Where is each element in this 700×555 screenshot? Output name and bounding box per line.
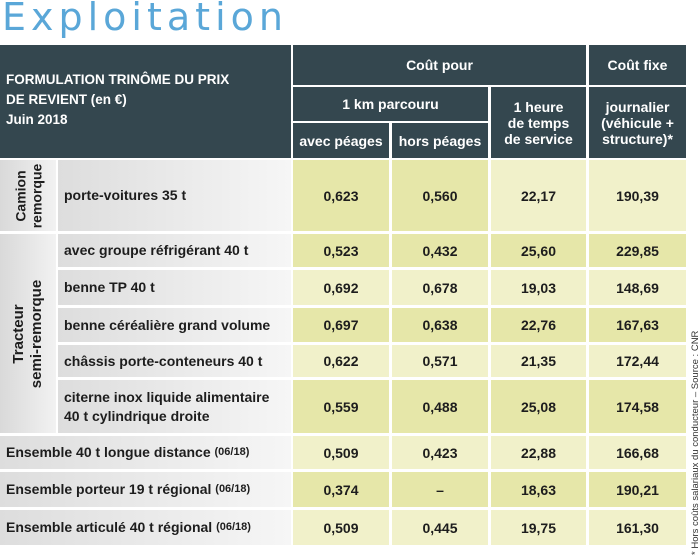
cell-avec-peages: 0,622	[293, 345, 389, 377]
cell-avec-peages: 0,374	[293, 472, 389, 507]
row-label-date: (06/18)	[215, 483, 251, 495]
cell-hors-peages: 0,432	[392, 234, 488, 267]
row-label: Ensemble articulé 40 t régional (06/18)	[0, 510, 291, 545]
cell-journalier: 190,39	[589, 160, 686, 231]
hors-peages-header: hors péages	[392, 123, 488, 158]
formulation-header: FORMULATION TRINÔME DU PRIX DE REVIENT (…	[0, 45, 291, 158]
row-label: porte-voitures 35 t	[58, 160, 291, 231]
cell-avec-peages: 0,623	[293, 160, 389, 231]
cout-pour-header: Coût pour	[293, 45, 586, 85]
cell-avec-peages: 0,697	[293, 308, 389, 342]
row-label: benne céréalière grand volume	[58, 308, 291, 342]
cell-avec-peages: 0,523	[293, 234, 389, 267]
cell-avec-peages: 0,559	[293, 380, 389, 433]
heure-line-3: de service	[504, 130, 573, 147]
row-label-text: Ensemble porteur 19 t régional	[6, 481, 212, 497]
cell-heure: 19,03	[491, 270, 586, 305]
row-label-line-2: 40 t cylindrique droite	[64, 407, 210, 424]
cell-hors-peages: 0,638	[392, 308, 488, 342]
row-label-text: Ensemble 40 t longue distance	[6, 444, 211, 460]
journalier-line-3: structure)*	[602, 130, 673, 147]
heure-header: 1 heure de temps de service	[491, 87, 586, 158]
group-tracteur-semi-remorque: Tracteur semi-remorque	[0, 234, 56, 433]
formulation-line-2: DE REVIENT (en €)	[6, 92, 127, 107]
row-label-text: benne TP 40 t	[64, 279, 155, 295]
row-label-text: châssis porte-conteneurs 40 t	[64, 352, 263, 369]
cell-journalier: 190,21	[589, 472, 686, 507]
cell-heure: 18,63	[491, 472, 586, 507]
cell-journalier: 229,85	[589, 234, 686, 267]
group-tracteur-line-2: semi-remorque	[28, 279, 45, 388]
row-label-line-1: citerne inox liquide alimentaire	[64, 388, 270, 405]
row-label-text: avec groupe réfrigérant 40 t	[64, 242, 249, 258]
cell-avec-peages: 0,509	[293, 510, 389, 545]
row-label: avec groupe réfrigérant 40 t	[58, 234, 291, 267]
cell-hors-peages: 0,423	[392, 436, 488, 469]
journalier-line-2: (véhicule +	[601, 114, 674, 131]
cout-fixe-header: Coût fixe	[589, 45, 686, 85]
formulation-line-3: Juin 2018	[6, 112, 68, 127]
cell-journalier: 167,63	[589, 308, 686, 342]
row-label: citerne inox liquide alimentaire 40 t cy…	[58, 380, 291, 433]
row-label-date: (06/18)	[214, 446, 250, 458]
row-label-text: porte-voitures 35 t	[64, 187, 187, 203]
cell-heure: 25,60	[491, 234, 586, 267]
cell-heure: 22,17	[491, 160, 586, 231]
cell-journalier: 166,68	[589, 436, 686, 469]
heure-line-2: de temps	[507, 114, 570, 131]
journalier-header: journalier (véhicule + structure)*	[589, 87, 686, 158]
cell-hors-peages: –	[392, 472, 488, 507]
row-label-date: (06/18)	[216, 521, 251, 533]
group-camion-remorque: Camion remorque	[0, 160, 56, 231]
cell-hors-peages: 0,488	[392, 380, 488, 433]
cell-journalier: 148,69	[589, 270, 686, 305]
cell-heure: 19,75	[491, 510, 586, 545]
journalier-line-1: journalier	[605, 98, 670, 115]
cell-avec-peages: 0,692	[293, 270, 389, 305]
heure-line-1: 1 heure	[513, 98, 564, 115]
cell-journalier: 161,30	[589, 510, 686, 545]
km-header: 1 km parcouru	[293, 87, 488, 121]
cell-heure: 25,08	[491, 380, 586, 433]
row-label: châssis porte-conteneurs 40 t	[58, 345, 291, 377]
cell-journalier: 172,44	[589, 345, 686, 377]
row-label-text: benne céréalière grand volume	[64, 316, 271, 333]
cell-hors-peages: 0,678	[392, 270, 488, 305]
cell-avec-peages: 0,509	[293, 436, 389, 469]
page-title: Exploitation	[2, 0, 288, 39]
row-label: benne TP 40 t	[58, 270, 291, 305]
cell-heure: 22,88	[491, 436, 586, 469]
cell-hors-peages: 0,445	[392, 510, 488, 545]
cell-hors-peages: 0,560	[392, 160, 488, 231]
cell-journalier: 174,58	[589, 380, 686, 433]
row-label: Ensemble porteur 19 t régional (06/18)	[0, 472, 291, 507]
cell-heure: 22,76	[491, 308, 586, 342]
group-camion-line-1: Camion	[12, 169, 29, 222]
row-label: Ensemble 40 t longue distance (06/18)	[0, 436, 291, 469]
source-footnote: * Hors coûts salariaux du conducteur – S…	[690, 330, 700, 555]
formulation-line-1: FORMULATION TRINÔME DU PRIX	[6, 72, 230, 87]
cell-hors-peages: 0,571	[392, 345, 488, 377]
group-camion-line-2: remorque	[28, 163, 45, 228]
group-tracteur-line-1: Tracteur	[10, 303, 27, 364]
row-label-text: Ensemble articulé 40 t régional	[6, 519, 213, 535]
cell-heure: 21,35	[491, 345, 586, 377]
avec-peages-header: avec péages	[293, 123, 389, 158]
